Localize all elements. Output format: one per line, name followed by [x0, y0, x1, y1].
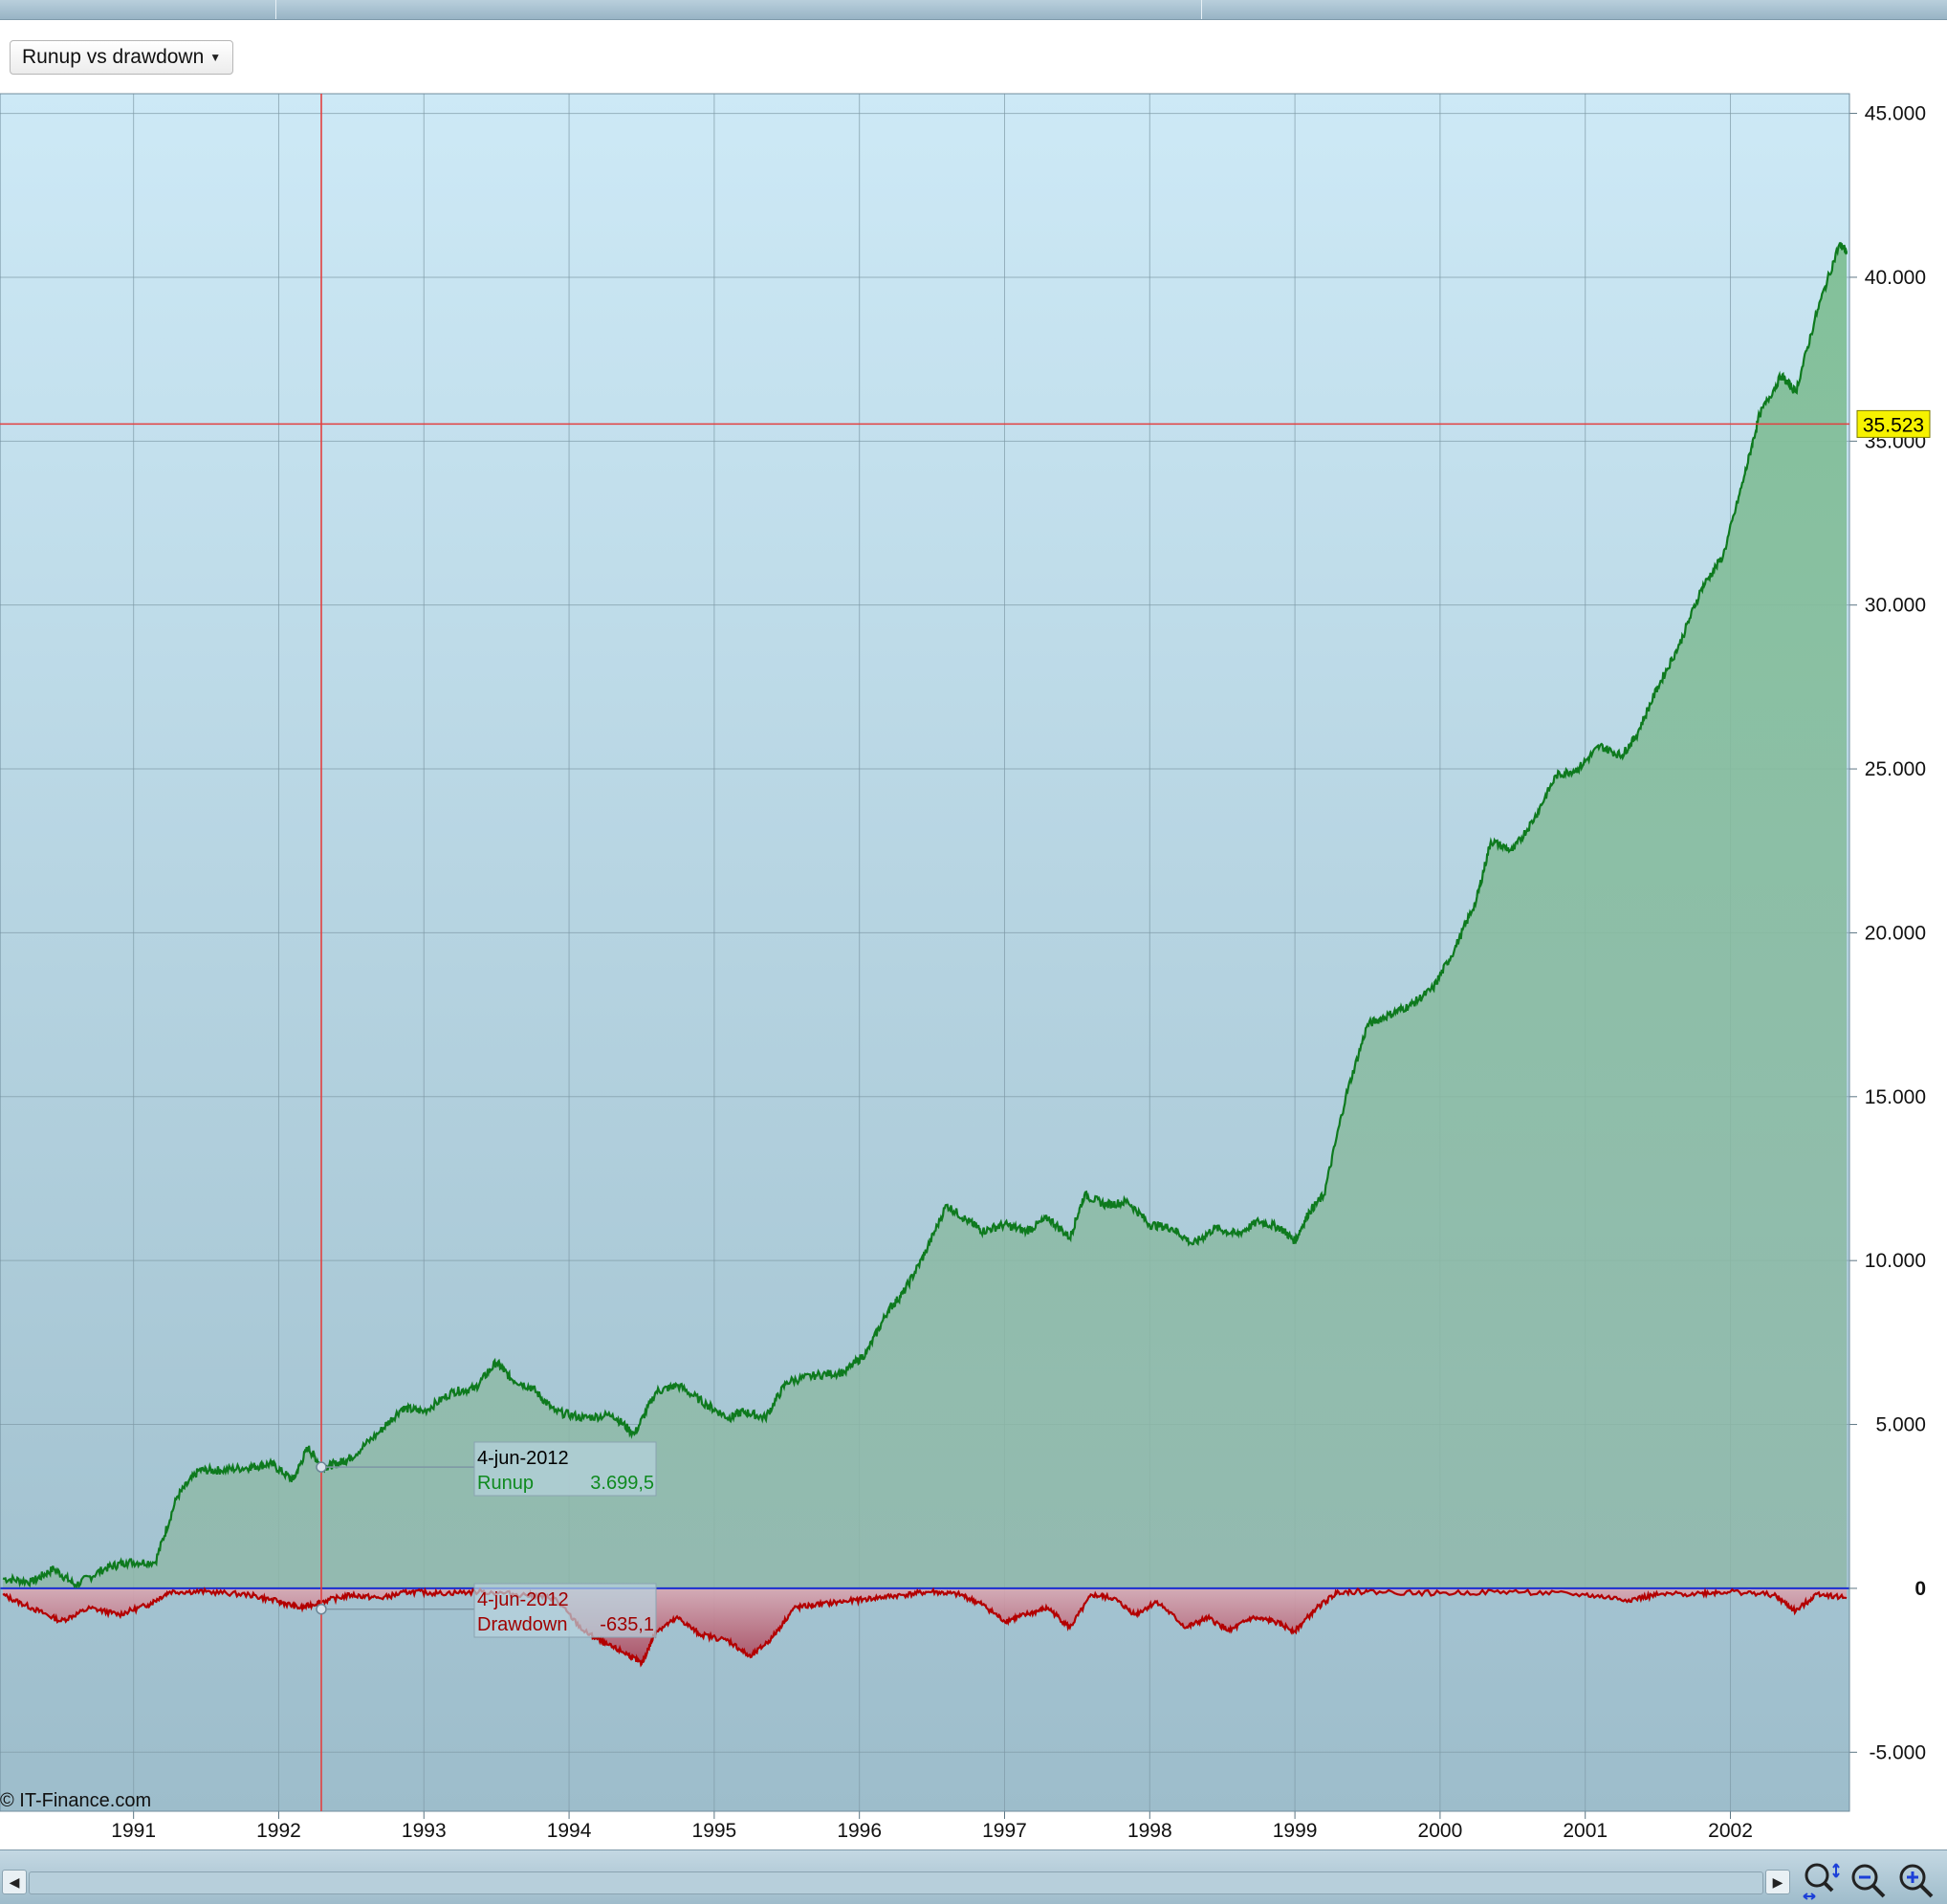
tab-separator — [275, 0, 276, 19]
drawdown-tooltip-date: 4-jun-2012 — [477, 1589, 569, 1610]
y-tick-label: 30.000 — [1865, 595, 1926, 617]
chevron-down-icon: ▼ — [209, 51, 222, 64]
x-tick-label: 1998 — [1127, 1820, 1172, 1842]
scrollbar-track[interactable] — [29, 1871, 1763, 1894]
chart-type-dropdown[interactable]: Runup vs drawdown ▼ — [10, 40, 234, 75]
y-tick-label: -5.000 — [1869, 1741, 1926, 1763]
runup-tooltip-date: 4-jun-2012 — [477, 1448, 569, 1469]
runup-hover-marker — [316, 1461, 327, 1473]
x-tick-label: 2002 — [1708, 1820, 1753, 1842]
tab-separator — [1201, 0, 1202, 19]
y-tick-label: 45.000 — [1865, 103, 1926, 125]
x-tick-label: 1997 — [982, 1820, 1027, 1842]
x-tick-label: 2001 — [1563, 1820, 1608, 1842]
x-axis: 1991 1992 1993 1994 1995 1996 1997 1998 1999 2000… — [111, 1820, 1753, 1842]
runup-tooltip-series: Runup — [477, 1473, 534, 1494]
drawdown-tooltip-value: -635,1 — [600, 1614, 654, 1635]
x-tick-label: 1996 — [837, 1820, 882, 1842]
runup-drawdown-chart[interactable]: 1991 1992 1993 1994 1995 1996 1997 1998 1999 2000… — [0, 0, 1947, 1849]
chart-type-dropdown-label: Runup vs drawdown — [22, 46, 205, 68]
y-tick-label: 25.000 — [1865, 758, 1926, 780]
x-tick-label: 1993 — [402, 1820, 447, 1842]
y-tick-label: 40.000 — [1865, 267, 1926, 289]
crosshair-value-tag: 35.523 — [1856, 409, 1931, 438]
runup-series-line[interactable] — [2, 242, 1849, 1589]
y-tick-label: 10.000 — [1865, 1250, 1926, 1272]
x-tick-label: 1992 — [256, 1820, 301, 1842]
y-tick-label: 20.000 — [1865, 922, 1926, 944]
x-tick-label: 1994 — [547, 1820, 592, 1842]
y-tick-label: 0 — [1914, 1578, 1926, 1600]
x-tick-label: 1995 — [692, 1820, 737, 1842]
x-tick-label: 1991 — [111, 1820, 156, 1842]
runup-tooltip-value: 3.699,5 — [590, 1473, 654, 1494]
x-tick-label: 2000 — [1418, 1820, 1463, 1842]
drawdown-tooltip: 4-jun-2012 Drawdown -635,1 — [473, 1583, 657, 1638]
scroll-left-button[interactable]: ◀ — [2, 1870, 27, 1894]
runup-area — [3, 242, 1847, 1588]
zoom-out-icon[interactable] — [1848, 1860, 1890, 1902]
runup-tooltip: 4-jun-2012 Runup 3.699,5 — [473, 1441, 657, 1497]
plot-border — [0, 93, 1850, 1812]
y-tick-label: 15.000 — [1865, 1086, 1926, 1108]
top-tab-bar — [0, 0, 1947, 20]
drawdown-series-line[interactable] — [2, 1587, 1848, 1668]
scroll-right-button[interactable]: ▶ — [1765, 1870, 1790, 1894]
copyright-label: © IT-Finance.com — [0, 1790, 151, 1811]
y-axis: 45.00040.00035.00030.00025.00020.00015.0… — [1865, 103, 1926, 1764]
y-tick-label: 5.000 — [1875, 1414, 1926, 1436]
x-tick-label: 1999 — [1273, 1820, 1318, 1842]
zoom-in-icon[interactable] — [1895, 1860, 1937, 1902]
horizontal-scrollbar[interactable]: ◀ ▶ — [0, 1849, 1947, 1904]
zoom-fit-icon[interactable] — [1800, 1860, 1842, 1902]
drawdown-hover-marker — [316, 1603, 327, 1615]
crosshair-value-label: 35.523 — [1863, 414, 1924, 436]
drawdown-tooltip-series: Drawdown — [477, 1614, 567, 1635]
